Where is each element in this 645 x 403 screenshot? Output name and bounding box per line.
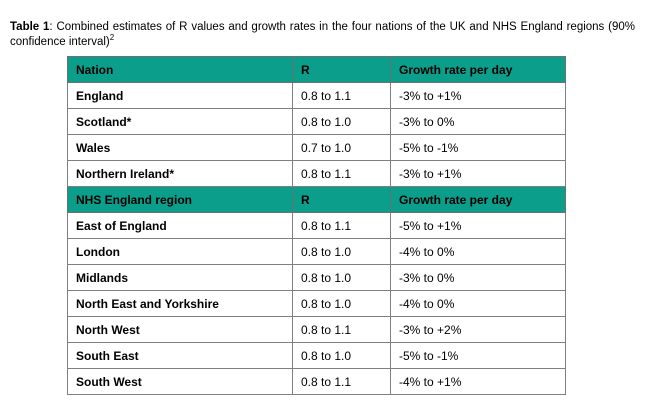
table-row: East of England 0.8 to 1.1 -5% to +1% — [67, 212, 566, 239]
growth-rate-cell: -4% to 0% — [390, 290, 566, 317]
footnote-reference: 2 — [109, 33, 115, 43]
column-header: R — [292, 186, 391, 213]
r-value-cell: 0.8 to 1.0 — [292, 342, 391, 369]
row-label-cell: Scotland* — [67, 108, 293, 135]
row-label-cell: South West — [67, 368, 293, 395]
row-label-cell: North East and Yorkshire — [67, 290, 293, 317]
table-caption-label: Table 1 — [10, 20, 50, 33]
table-row: England 0.8 to 1.1 -3% to +1% — [67, 82, 566, 109]
table-row: South East 0.8 to 1.0 -5% to -1% — [67, 342, 566, 369]
growth-rate-cell: -5% to -1% — [390, 342, 566, 369]
row-label-cell: England — [67, 82, 293, 109]
r-values-table: Nation R Growth rate per day England 0.8 to … — [67, 56, 566, 395]
table-row: London 0.8 to 1.0 -4% to 0% — [67, 238, 566, 265]
table-row: South West 0.8 to 1.1 -4% to +1% — [67, 368, 566, 395]
growth-rate-cell: -5% to -1% — [390, 134, 566, 161]
column-header: Nation — [67, 56, 293, 83]
growth-rate-cell: -3% to +1% — [390, 82, 566, 109]
growth-rate-cell: -3% to 0% — [390, 264, 566, 291]
r-value-cell: 0.8 to 1.1 — [292, 316, 391, 343]
table-row: North West 0.8 to 1.1 -3% to +2% — [67, 316, 566, 343]
r-values-table-body: Nation R Growth rate per day England 0.8 to … — [67, 56, 566, 395]
r-value-cell: 0.8 to 1.1 — [292, 82, 391, 109]
r-value-cell: 0.8 to 1.1 — [292, 212, 391, 239]
growth-rate-cell: -3% to +1% — [390, 160, 566, 187]
r-value-cell: 0.8 to 1.0 — [292, 238, 391, 265]
table-caption: Table 1: Combined estimates of R values … — [10, 20, 635, 51]
table-row: Scotland* 0.8 to 1.0 -3% to 0% — [67, 108, 566, 135]
column-header: R — [292, 56, 391, 83]
growth-rate-cell: -3% to 0% — [390, 108, 566, 135]
growth-rate-cell: -3% to +2% — [390, 316, 566, 343]
row-label-cell: London — [67, 238, 293, 265]
row-label-cell: Midlands — [67, 264, 293, 291]
row-label-cell: Northern Ireland* — [67, 160, 293, 187]
r-value-cell: 0.8 to 1.0 — [292, 108, 391, 135]
column-header: NHS England region — [67, 186, 293, 213]
column-header: Growth rate per day — [390, 56, 566, 83]
r-value-cell: 0.7 to 1.0 — [292, 134, 391, 161]
row-label-cell: East of England — [67, 212, 293, 239]
row-label-cell: South East — [67, 342, 293, 369]
column-header: Growth rate per day — [390, 186, 566, 213]
r-value-cell: 0.8 to 1.0 — [292, 290, 391, 317]
r-value-cell: 0.8 to 1.0 — [292, 264, 391, 291]
table-row: Midlands 0.8 to 1.0 -3% to 0% — [67, 264, 566, 291]
row-label-cell: North West — [67, 316, 293, 343]
growth-rate-cell: -4% to 0% — [390, 238, 566, 265]
row-label-cell: Wales — [67, 134, 293, 161]
table-header-row: NHS England region R Growth rate per day — [67, 186, 566, 213]
table-caption-text: : Combined estimates of R values and gro… — [10, 20, 635, 49]
growth-rate-cell: -5% to +1% — [390, 212, 566, 239]
r-value-cell: 0.8 to 1.1 — [292, 368, 391, 395]
table-row: Wales 0.7 to 1.0 -5% to -1% — [67, 134, 566, 161]
table-row: Northern Ireland* 0.8 to 1.1 -3% to +1% — [67, 160, 566, 187]
table-header-row: Nation R Growth rate per day — [67, 56, 566, 83]
r-value-cell: 0.8 to 1.1 — [292, 160, 391, 187]
growth-rate-cell: -4% to +1% — [390, 368, 566, 395]
table-row: North East and Yorkshire 0.8 to 1.0 -4% to… — [67, 290, 566, 317]
